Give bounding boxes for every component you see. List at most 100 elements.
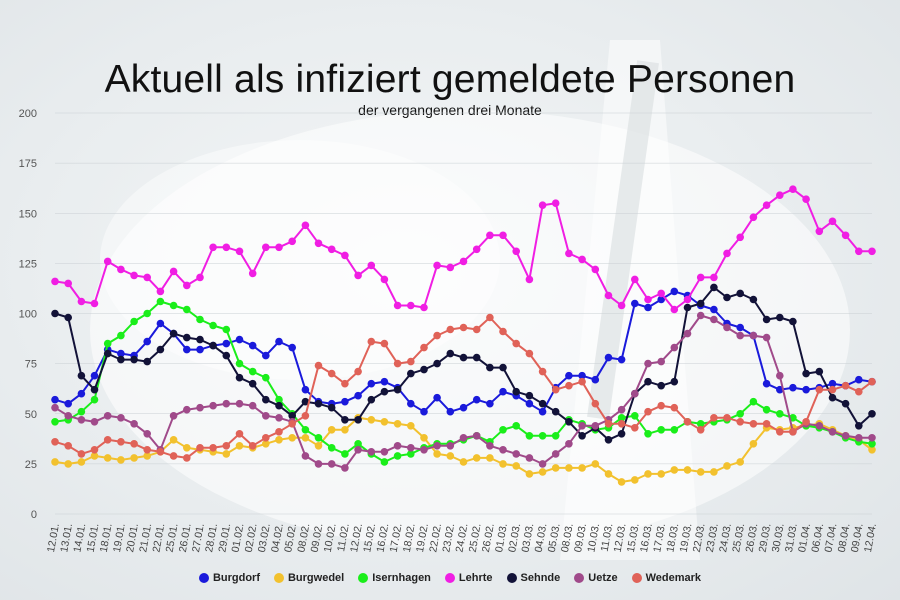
data-point — [301, 452, 310, 460]
data-point — [868, 446, 876, 454]
data-point — [670, 377, 679, 386]
data-point — [64, 279, 72, 288]
legend-marker — [631, 573, 642, 583]
data-point — [828, 217, 837, 226]
legend-item-lehrte[interactable]: Lehrte — [444, 572, 493, 584]
data-point — [143, 273, 151, 282]
data-point — [578, 255, 586, 264]
data-point — [420, 343, 428, 352]
data-point — [512, 422, 520, 430]
x-tick-label: 02.02. — [243, 522, 260, 553]
data-point — [631, 389, 639, 398]
data-point — [604, 420, 613, 428]
data-point — [393, 301, 402, 310]
data-point — [393, 420, 402, 428]
x-tick-label: 18.01. — [98, 522, 115, 553]
data-point — [420, 365, 428, 374]
data-point — [143, 452, 151, 460]
data-point — [855, 422, 863, 430]
data-point — [696, 426, 705, 434]
data-point — [327, 245, 336, 254]
series-line — [54, 290, 873, 413]
legend-item-sehnde[interactable]: Sehnde — [506, 572, 560, 584]
data-point — [736, 410, 744, 418]
data-point — [196, 335, 204, 344]
data-point — [828, 379, 837, 388]
data-point — [446, 452, 455, 460]
data-point — [117, 355, 125, 364]
data-point — [591, 460, 600, 468]
data-point — [604, 353, 613, 362]
data-point — [117, 456, 125, 464]
x-tick-label: 01.02. — [230, 522, 247, 553]
x-tick-label: 31.03. — [783, 522, 800, 553]
data-point — [367, 379, 376, 388]
data-point — [459, 353, 468, 362]
chart-subtitle: der vergangenen drei Monate — [358, 102, 542, 118]
data-point — [183, 405, 191, 414]
data-point — [354, 416, 362, 424]
data-point — [314, 434, 323, 442]
data-point — [617, 405, 626, 414]
data-point — [301, 221, 310, 230]
data-point — [855, 247, 863, 256]
legend-item-wedemark[interactable]: Wedemark — [631, 572, 701, 584]
data-point — [262, 395, 270, 404]
data-point — [538, 399, 547, 408]
x-tick-label: 03.02. — [256, 522, 273, 553]
data-point — [380, 418, 389, 426]
data-point — [644, 470, 652, 478]
legend-item-uetze[interactable]: Uetze — [574, 572, 618, 584]
data-point — [380, 448, 389, 456]
data-point — [617, 430, 626, 438]
data-point — [433, 331, 441, 340]
data-point — [499, 387, 507, 396]
data-point — [77, 371, 86, 380]
x-tick-label: 26.01. — [177, 522, 194, 553]
data-point — [222, 399, 231, 408]
legend-item-isernhagen[interactable]: Isernhagen — [358, 572, 431, 584]
y-tick-label: 150 — [19, 208, 37, 220]
y-tick-label: 175 — [19, 158, 37, 170]
data-point — [789, 185, 797, 193]
data-point — [855, 387, 863, 396]
legend-label: Uetze — [588, 572, 618, 584]
data-point — [156, 287, 165, 296]
data-point — [617, 420, 626, 428]
data-point — [657, 289, 665, 298]
data-point — [209, 321, 217, 330]
data-point — [196, 345, 204, 354]
data-point — [538, 201, 547, 209]
legend-item-burgwedel[interactable]: Burgwedel — [273, 572, 344, 584]
legend-label: Burgdorf — [212, 572, 260, 584]
legend-marker — [506, 573, 517, 583]
data-point — [670, 426, 679, 434]
legend-item-burgdorf[interactable]: Burgdorf — [198, 572, 260, 584]
data-point — [393, 359, 402, 368]
x-tick-label: 20.01. — [124, 522, 141, 553]
data-point — [169, 452, 178, 460]
data-point — [868, 440, 876, 448]
data-point — [472, 454, 481, 462]
y-axis: 0 25 50 75 100 125 150 175 200 — [19, 108, 37, 521]
data-point — [670, 466, 679, 474]
data-point — [696, 468, 705, 476]
data-point — [591, 399, 600, 408]
data-point — [222, 243, 231, 252]
data-point — [776, 371, 784, 380]
data-point — [472, 395, 481, 404]
data-point — [235, 247, 244, 256]
data-point — [183, 345, 191, 354]
data-point — [749, 331, 758, 340]
data-point — [828, 428, 837, 436]
data-point — [354, 391, 362, 400]
data-point — [776, 410, 784, 418]
data-point — [288, 434, 297, 442]
data-point — [459, 257, 468, 266]
data-point — [802, 195, 810, 203]
data-point — [696, 311, 705, 320]
data-point — [683, 303, 692, 312]
data-point — [275, 436, 283, 444]
data-point — [446, 349, 455, 358]
x-tick-label: 05.02. — [282, 522, 299, 553]
